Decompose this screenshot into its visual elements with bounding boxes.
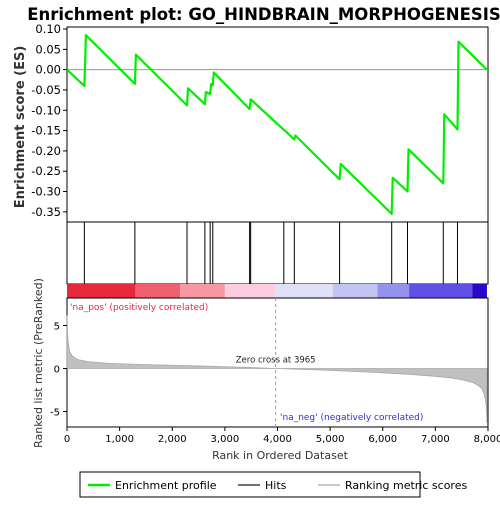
rank-y-axis-ticks: 5 0 -5 <box>50 322 67 419</box>
rank-y-tick-label: -5 <box>50 408 60 419</box>
rank-x-tick-label: 4,000 <box>263 434 292 445</box>
rank-x-tick-label: 1,000 <box>105 434 134 445</box>
rank-y-axis-label: Ranked list metric (PreRanked) <box>32 278 45 448</box>
rank-bar-segment <box>135 284 181 298</box>
negative-correlation-label: 'na_neg' (negatively correlated) <box>280 413 423 423</box>
es-y-tick-label: -0.30 <box>31 185 61 199</box>
rank-bar-segment <box>409 284 473 298</box>
rank-x-tick-label: 7,000 <box>421 434 450 445</box>
legend-item: Hits <box>238 479 287 492</box>
ranking-metric-area <box>66 315 488 423</box>
chart-title: Enrichment plot: GO_HINDBRAIN_MORPHOGENE… <box>27 5 500 24</box>
es-y-tick-label: -0.15 <box>31 124 61 138</box>
es-y-axis-label: Enrichment score (ES) <box>13 46 28 209</box>
rank-x-tick-label: 8,000 <box>474 434 500 445</box>
ranked-metric-panel: 5 0 -5 0 1,000 2,000 3,000 4,000 5,000 6,000 7,00… <box>32 278 500 462</box>
es-y-tick-label: 0.05 <box>35 42 61 56</box>
rank-bar-segment <box>332 284 378 298</box>
positive-correlation-label: 'na_pos' (positively correlated) <box>70 303 208 313</box>
chart-legend: Enrichment profile Hits Ranking metric sco… <box>79 471 467 498</box>
enrichment-profile-path <box>66 33 488 215</box>
rank-y-tick-label: 0 <box>54 365 60 376</box>
rank-bar-segment <box>377 284 410 298</box>
ranked-list-color-bar <box>67 284 487 298</box>
zero-cross-label: Zero cross at 3965 <box>236 356 316 366</box>
rank-bar-segment <box>274 284 333 298</box>
rank-bar-segment <box>224 284 275 298</box>
hits-panel <box>66 221 489 285</box>
legend-item: Ranking metric scores <box>318 479 467 492</box>
rank-x-tick-label: 3,000 <box>211 434 240 445</box>
es-y-tick-label: -0.10 <box>31 103 61 117</box>
rank-bar-segment <box>180 284 225 298</box>
rank-x-tick-label: 2,000 <box>158 434 187 445</box>
legend-item: Enrichment profile <box>88 479 217 492</box>
ranking-metric-fill <box>66 315 488 423</box>
es-y-axis-ticks: 0.10 0.05 0.00 -0.05 -0.10 -0.15 -0.20 -0.25 -0.… <box>31 22 67 219</box>
rank-x-axis-label: Rank in Ordered Dataset <box>212 449 349 462</box>
rank-x-tick-label: 6,000 <box>368 434 397 445</box>
es-y-tick-label: 0.10 <box>35 22 61 36</box>
rank-y-tick-label: 5 <box>54 322 60 333</box>
rank-bar-segment <box>472 284 487 298</box>
es-y-tick-label: -0.20 <box>31 144 61 158</box>
rank-x-tick-label: 0 <box>64 434 70 445</box>
rank-x-tick-label: 5,000 <box>316 434 345 445</box>
es-y-tick-label: 0.00 <box>35 63 61 77</box>
legend-label: Enrichment profile <box>115 479 217 492</box>
rank-bar-segment <box>67 284 136 298</box>
enrichment-score-panel: 0.10 0.05 0.00 -0.05 -0.10 -0.15 -0.20 -0.25 -0.… <box>13 22 489 223</box>
es-y-tick-label: -0.25 <box>31 164 61 178</box>
es-y-tick-label: -0.05 <box>31 83 61 97</box>
es-y-tick-label: -0.35 <box>31 205 61 219</box>
hit-markers <box>83 222 458 284</box>
legend-label: Hits <box>265 479 287 492</box>
rank-x-axis-ticks: 0 1,000 2,000 3,000 4,000 5,000 6,000 7,000 8,00… <box>64 427 500 445</box>
legend-label: Ranking metric scores <box>345 479 467 492</box>
enrichment-profile-line <box>66 33 488 215</box>
